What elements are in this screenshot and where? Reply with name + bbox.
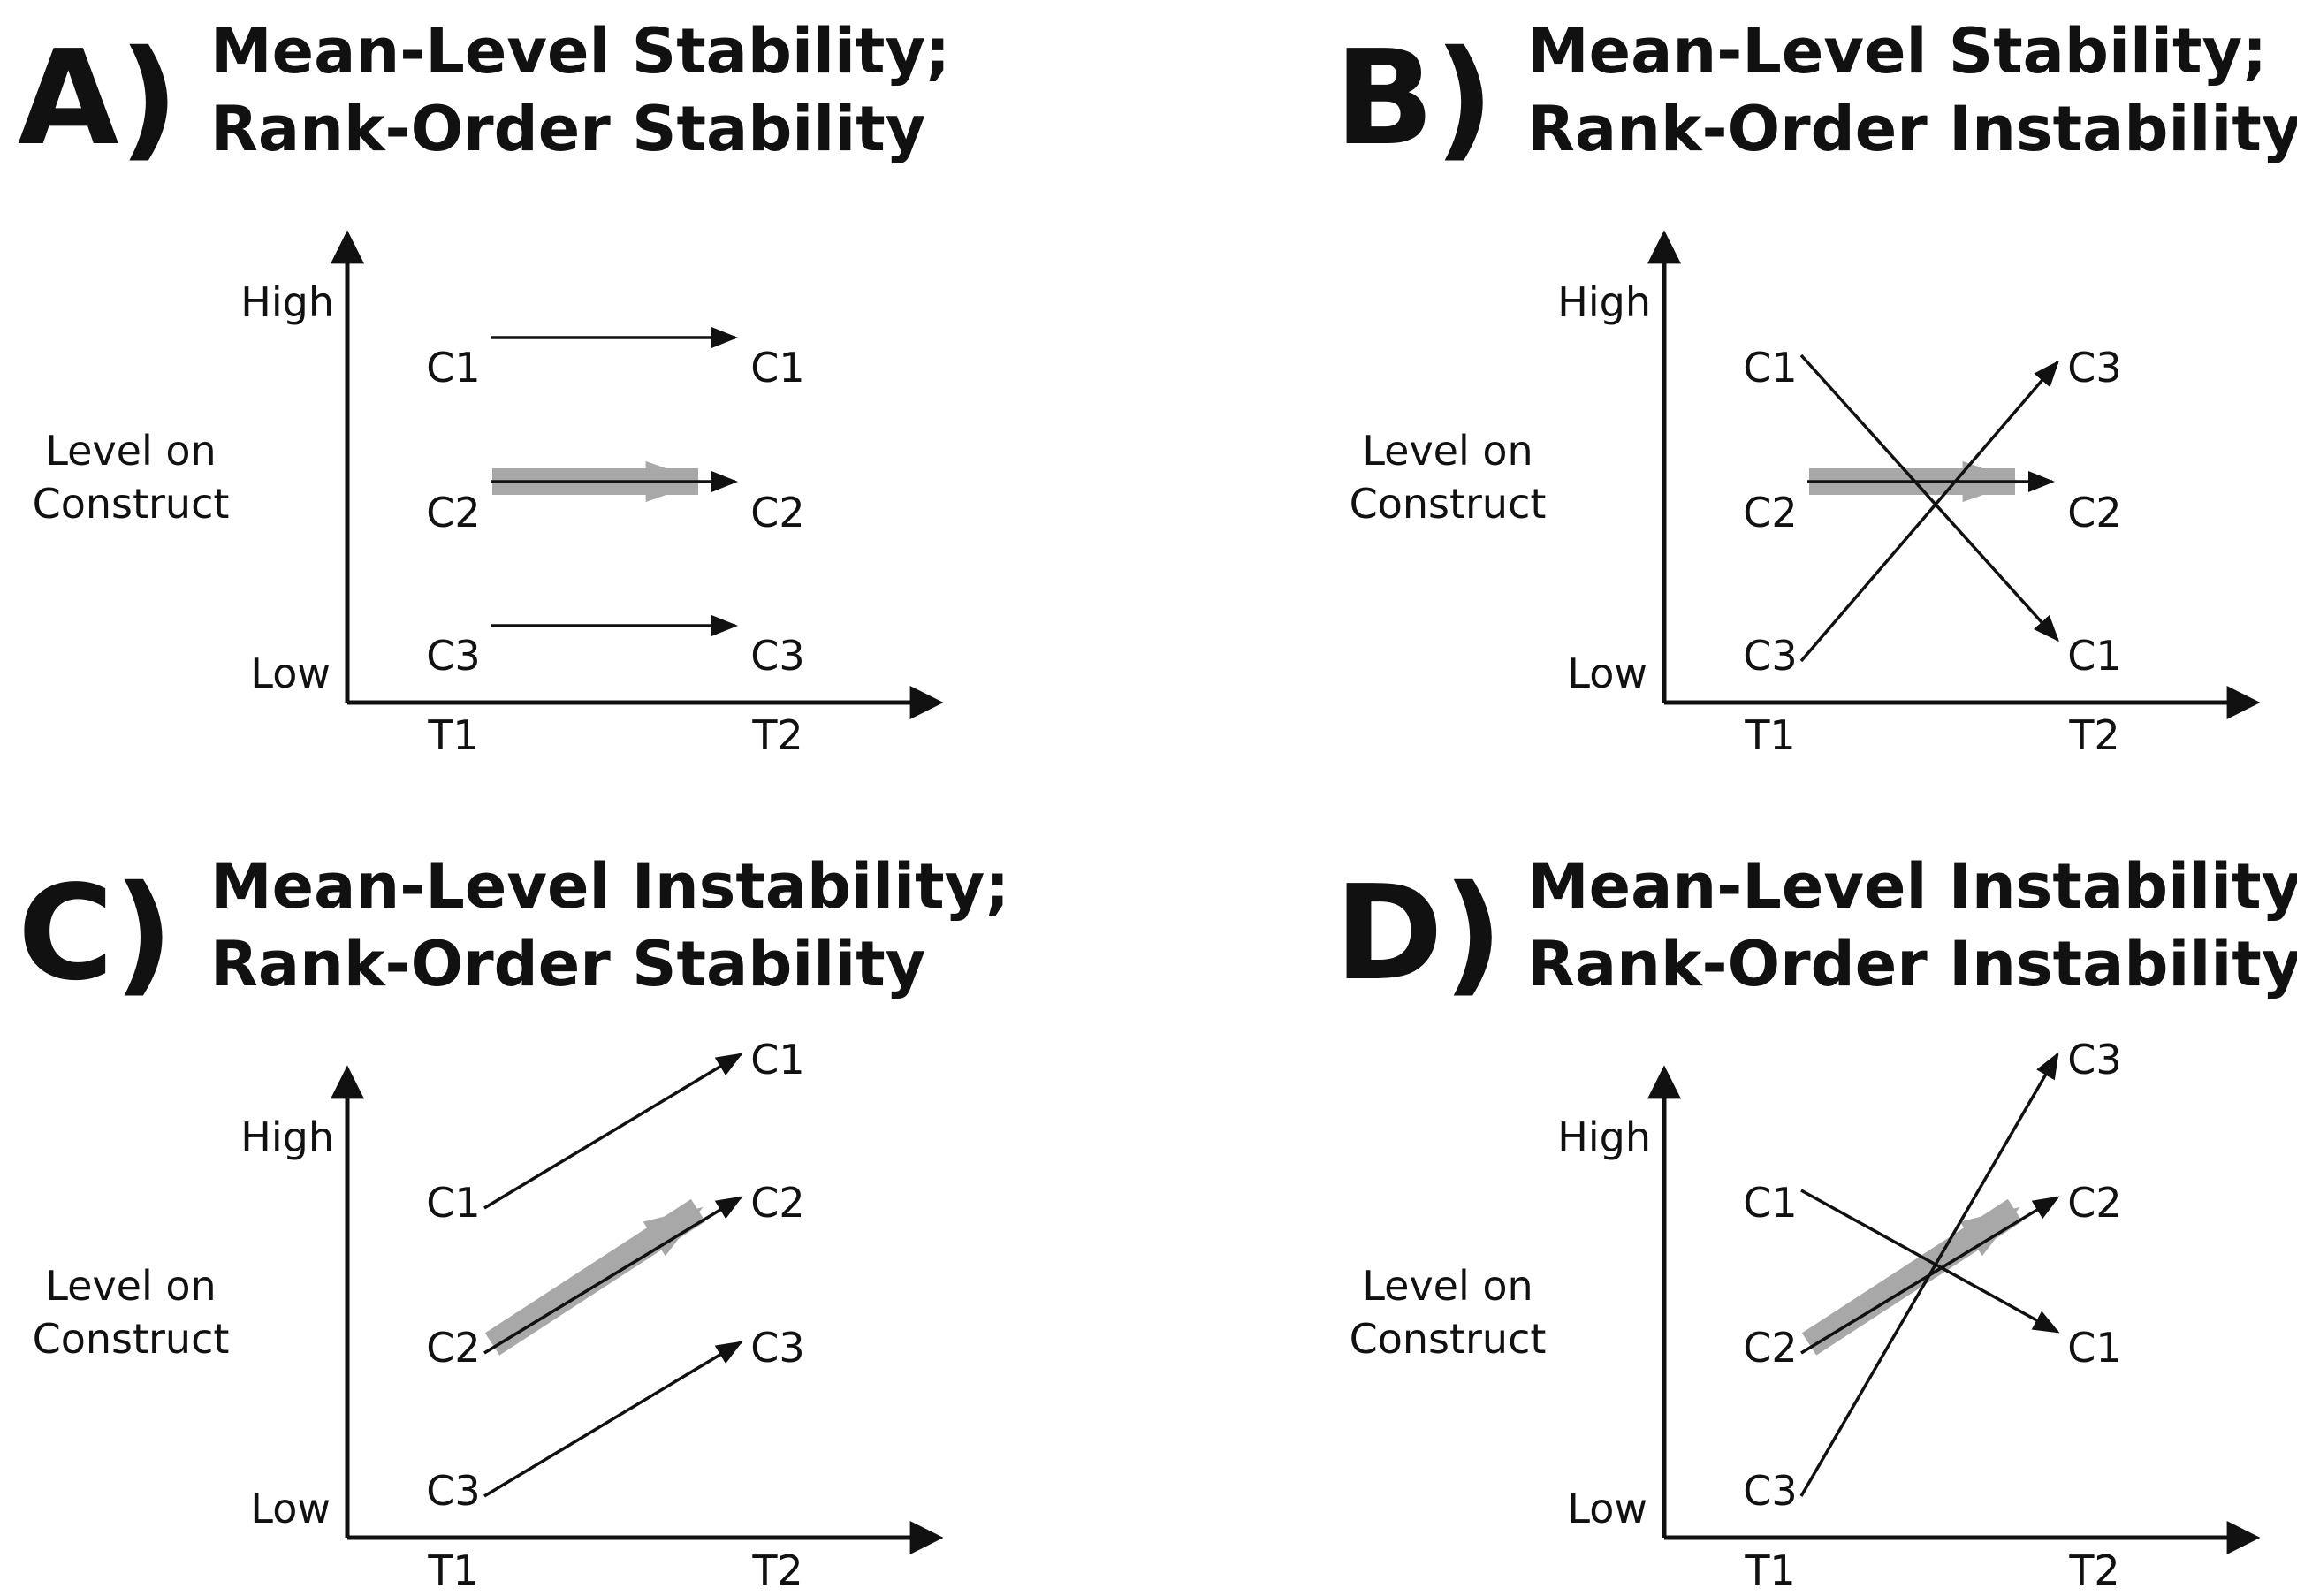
panel-a: A) Mean-Level Stability;Rank-Order Stabil… bbox=[18, 15, 950, 759]
y-low-label: Low bbox=[250, 1485, 331, 1532]
case-arrow-c1 bbox=[1799, 353, 2060, 642]
y-high-label: High bbox=[240, 278, 334, 326]
y-axis-label-line2: Construct bbox=[1350, 480, 1547, 528]
mean-level-arrow bbox=[1801, 1198, 2023, 1356]
case-label-t1-c1: C1 bbox=[426, 344, 480, 391]
panel-title-line1: Mean-Level Stability; bbox=[210, 15, 950, 87]
panel-letter: A) bbox=[18, 22, 179, 174]
case-arrow-c1 bbox=[1800, 1189, 2060, 1334]
case-label-t1-c2: C2 bbox=[426, 489, 480, 536]
y-axis-label-line1: Level on bbox=[1362, 1262, 1533, 1310]
panel-letter: C) bbox=[18, 857, 173, 1009]
panel-c: C) Mean-Level Instability;Rank-Order Stab… bbox=[18, 850, 1009, 1594]
x-tick-t2: T2 bbox=[2068, 711, 2119, 759]
case-arrow-c1 bbox=[483, 1053, 743, 1210]
y-axis-label-line1: Level on bbox=[45, 1262, 216, 1310]
y-axis-label-line2: Construct bbox=[33, 1315, 230, 1363]
y-low-label: Low bbox=[1567, 650, 1647, 697]
y-high-label: High bbox=[240, 1113, 334, 1161]
case-arrow-c3 bbox=[1799, 1052, 2059, 1497]
case-label-t2-c1: C1 bbox=[750, 344, 804, 391]
case-label-t2-c3: C3 bbox=[750, 632, 804, 680]
panel-letter: D) bbox=[1335, 857, 1503, 1009]
case-arrow-c3 bbox=[483, 1341, 743, 1498]
panel-title-line1: Mean-Level Instability; bbox=[1527, 850, 2297, 923]
case-label-t2-c1: C1 bbox=[2067, 632, 2121, 680]
x-tick-t1: T1 bbox=[1744, 1547, 1795, 1594]
x-tick-t2: T2 bbox=[2068, 1547, 2119, 1594]
y-high-label: High bbox=[1557, 278, 1651, 326]
panel-title-line2: Rank-Order Stability bbox=[210, 928, 925, 1000]
case-label-t1-c3: C3 bbox=[426, 632, 480, 680]
x-tick-t1: T1 bbox=[427, 1547, 478, 1594]
case-label-t2-c2: C2 bbox=[2067, 489, 2121, 536]
x-tick-t1: T1 bbox=[1744, 711, 1795, 759]
y-axis-label-line2: Construct bbox=[33, 480, 230, 528]
case-arrow-c2 bbox=[483, 1196, 743, 1355]
case-label-t1-c3: C3 bbox=[426, 1467, 480, 1515]
x-tick-t2: T2 bbox=[751, 711, 802, 759]
case-label-t2-c2: C2 bbox=[750, 1179, 804, 1227]
case-label-t1-c2: C2 bbox=[426, 1324, 480, 1372]
case-label-t2-c2: C2 bbox=[750, 489, 804, 536]
case-label-t1-c1: C1 bbox=[1743, 344, 1797, 391]
case-label-t2-c3: C3 bbox=[2067, 344, 2121, 391]
panel-d: D) Mean-Level Instability;Rank-Order Inst… bbox=[1335, 850, 2297, 1594]
case-label-t2-c2: C2 bbox=[2067, 1179, 2121, 1227]
panel-title-line2: Rank-Order Instability bbox=[1527, 93, 2297, 165]
case-label-t2-c1: C1 bbox=[750, 1036, 804, 1083]
case-arrow-c3 bbox=[1799, 360, 2059, 663]
panel-title-line2: Rank-Order Instability bbox=[1527, 928, 2297, 1000]
y-low-label: Low bbox=[250, 650, 331, 697]
case-label-t1-c1: C1 bbox=[426, 1179, 480, 1227]
panel-letter: B) bbox=[1335, 22, 1494, 174]
case-label-t1-c3: C3 bbox=[1743, 632, 1797, 680]
y-low-label: Low bbox=[1567, 1485, 1647, 1532]
case-label-t2-c3: C3 bbox=[2067, 1036, 2121, 1083]
y-axis-label-line2: Construct bbox=[1350, 1315, 1547, 1363]
y-axis-label-line1: Level on bbox=[1362, 427, 1533, 475]
case-label-t1-c2: C2 bbox=[1743, 1324, 1797, 1372]
case-label-t1-c3: C3 bbox=[1743, 1467, 1797, 1515]
x-tick-t1: T1 bbox=[427, 711, 478, 759]
case-label-t1-c2: C2 bbox=[1743, 489, 1797, 536]
panel-title-line2: Rank-Order Stability bbox=[210, 93, 925, 165]
panel-title-line1: Mean-Level Instability; bbox=[210, 850, 1009, 923]
x-tick-t2: T2 bbox=[751, 1547, 802, 1594]
y-axis-label-line1: Level on bbox=[45, 427, 216, 475]
case-label-t2-c1: C1 bbox=[2067, 1324, 2121, 1372]
y-high-label: High bbox=[1557, 1113, 1651, 1161]
panel-title-line1: Mean-Level Stability; bbox=[1527, 15, 2267, 87]
mean-level-arrow bbox=[484, 1198, 706, 1356]
case-label-t1-c1: C1 bbox=[1743, 1179, 1797, 1227]
panel-b: B) Mean-Level Stability;Rank-Order Instab… bbox=[1335, 15, 2297, 759]
case-label-t2-c3: C3 bbox=[750, 1324, 804, 1372]
